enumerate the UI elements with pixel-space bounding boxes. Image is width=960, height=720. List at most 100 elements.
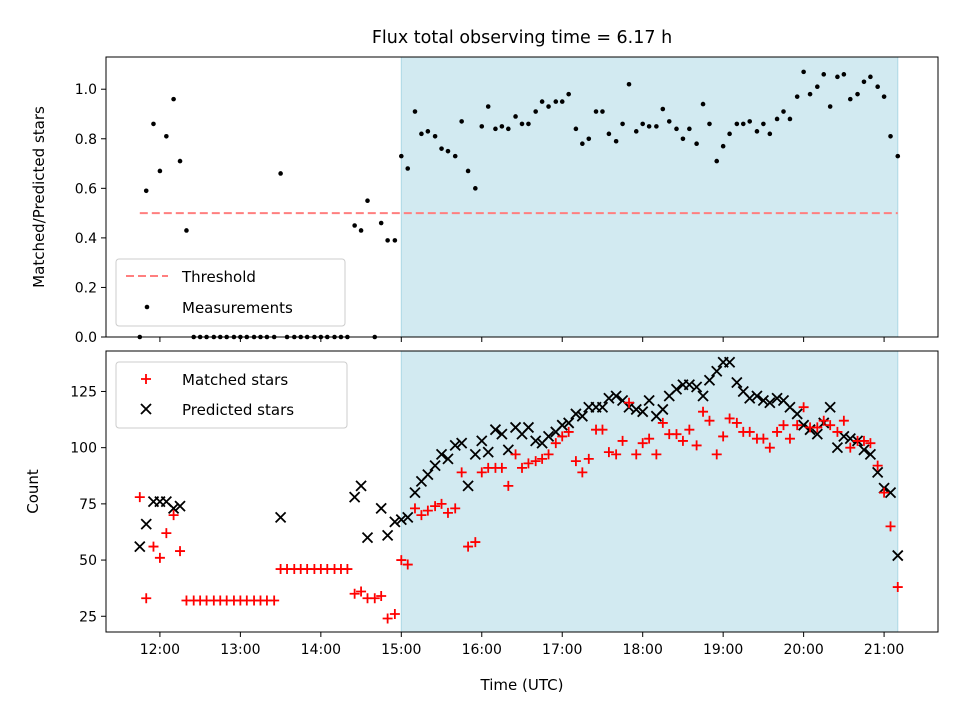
x-tick-label: 20:00 [783, 642, 823, 658]
measurement-point [841, 72, 847, 77]
predicted-point [496, 428, 508, 440]
matched-point [865, 438, 876, 449]
matched-point [698, 406, 709, 417]
measurement-point [499, 124, 505, 129]
predicted-point [771, 392, 783, 404]
y-tick-label: 0.2 [75, 280, 97, 296]
top-x-ticks [159, 337, 885, 342]
matched-point [523, 458, 534, 469]
matched-point [772, 426, 783, 437]
measurement-point [553, 99, 559, 104]
matched-point [141, 593, 152, 604]
measurement-point [694, 141, 699, 147]
measurement-point [573, 126, 579, 132]
matched-point [798, 402, 809, 413]
measurement-point [720, 143, 726, 149]
legend-matched-swatch [141, 374, 151, 384]
x-tick-label: 12:00 [140, 642, 180, 658]
matched-point [463, 541, 474, 552]
x-tick-label: 19:00 [703, 642, 743, 658]
matched-point [570, 456, 581, 467]
predicted-point [381, 529, 394, 541]
measurement-point [707, 121, 712, 127]
bottom-y-axis-label: Count [24, 469, 42, 514]
measurement-point [654, 124, 659, 129]
measurement-point [593, 109, 599, 114]
matched-point [168, 510, 179, 521]
predicted-point [274, 511, 287, 523]
measurement-point [485, 104, 491, 109]
predicted-point [824, 401, 836, 413]
measurement-point [559, 99, 565, 104]
top-observing-span [400, 56, 899, 338]
measurement-point [586, 136, 592, 142]
predicted-point [711, 365, 723, 377]
y-tick-label: 0.0 [75, 330, 97, 346]
matched-point [430, 501, 441, 512]
matched-point [684, 424, 695, 435]
predicted-point [764, 397, 776, 409]
y-tick-label: 50 [79, 553, 97, 569]
measurement-point [439, 146, 444, 151]
matched-point [416, 510, 427, 521]
measurement-point [405, 166, 411, 171]
matched-point [503, 480, 514, 491]
predicted-point [703, 374, 716, 386]
matched-point [369, 593, 380, 604]
legend-matched-label: Matched stars [182, 371, 288, 389]
predicted-point [469, 448, 481, 461]
measurement-point [633, 129, 639, 134]
matched-point [764, 442, 775, 453]
measurement-point [157, 168, 163, 174]
matched-point [858, 435, 869, 446]
predicted-point [838, 430, 850, 443]
measurement-point [774, 116, 780, 122]
measurement-point [740, 121, 746, 127]
measurement-point [646, 124, 652, 129]
measurement-point [539, 99, 545, 104]
matched-point [396, 555, 407, 566]
measurement-point [875, 84, 880, 90]
predicted-point [522, 421, 535, 434]
measurement-point [815, 84, 820, 90]
predicted-point [355, 480, 367, 492]
predicted-point [375, 502, 387, 514]
y-tick-label: 75 [79, 497, 97, 513]
measurement-point [606, 131, 612, 137]
predicted-point [670, 383, 683, 395]
measurement-point [626, 81, 632, 87]
predicted-point [489, 424, 502, 436]
x-tick-label: 18:00 [623, 642, 663, 658]
measurement-point [546, 104, 551, 109]
measurement-point [399, 153, 404, 159]
top-panel: 0.0 0.2 0.4 0.6 0.8 1.0 Matched/Predicted sta… [30, 56, 939, 346]
measurement-point [847, 96, 853, 102]
measurement-point [660, 106, 666, 112]
matched-point [778, 420, 789, 431]
legend-measurements-label: Measurements [182, 299, 293, 317]
matched-point [718, 431, 729, 442]
measurement-point [526, 121, 531, 127]
matched-point [792, 420, 803, 431]
predicted-point [757, 394, 770, 407]
legend-measurement-swatch [144, 304, 150, 310]
measurement-point [613, 138, 619, 144]
predicted-point [872, 466, 884, 479]
matched-point [611, 449, 622, 460]
matched-point [583, 453, 594, 464]
predicted-point [603, 392, 615, 404]
matched-point [537, 453, 548, 464]
predicted-point [576, 410, 588, 422]
matched-point [631, 449, 642, 460]
matched-stars-series [134, 397, 903, 624]
predicted-stars-series [134, 356, 904, 562]
matched-point [376, 591, 387, 602]
measurement-point [888, 133, 893, 139]
measurement-point [184, 228, 189, 233]
matched-point [818, 415, 829, 426]
measurement-point [801, 69, 806, 75]
matched-point [758, 433, 769, 444]
x-tick-label: 16:00 [462, 642, 502, 658]
measurement-point [533, 109, 538, 114]
matched-point [550, 438, 561, 449]
